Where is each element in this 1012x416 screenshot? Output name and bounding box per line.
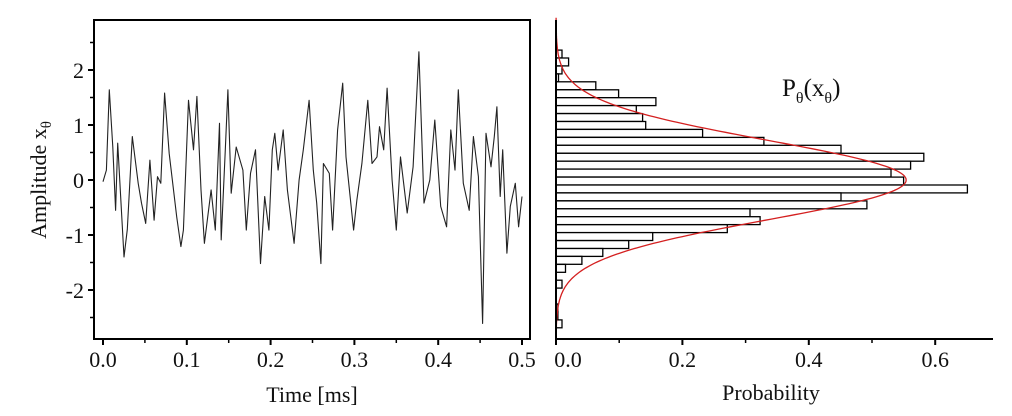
x-tick-label: 0.4	[424, 347, 452, 372]
x-tick-label: 0.1	[173, 347, 201, 372]
histogram-bar	[555, 112, 644, 123]
time-series-panel: 0.0 0.1 0.2 0.3 0.4 0.5 -2 -1 0 1 2	[66, 19, 536, 372]
x-tick-label: 0.5	[508, 347, 536, 372]
y-axis-label-subscript: θ	[39, 121, 55, 128]
histogram-bar	[555, 247, 604, 258]
x-tick-label: 0.0	[89, 347, 117, 372]
y-tick-label: 0	[73, 168, 84, 193]
y-tick-label: -1	[66, 223, 84, 248]
histogram-bar	[555, 152, 925, 162]
y-tick-label: -2	[66, 278, 84, 303]
histogram-bar	[555, 255, 583, 265]
histogram-bar	[555, 128, 704, 138]
histogram-bar	[555, 120, 647, 131]
distribution-annotation: Pθ(xθ)	[782, 75, 840, 107]
histogram-bar	[555, 263, 567, 273]
y-tick-label: 1	[73, 113, 84, 138]
x-axis-label-probability: Probability	[722, 380, 820, 405]
x-tick-label: 0.0	[554, 347, 582, 372]
histogram-bar	[555, 200, 868, 210]
histogram-bar	[555, 104, 637, 115]
x-axis-label-time: Time [ms]	[266, 382, 357, 407]
annotation-sub2: θ	[824, 90, 832, 107]
histogram-bar	[555, 239, 630, 250]
histogram-bar	[555, 192, 842, 202]
y-axis-label-text: Amplitude x	[26, 128, 51, 239]
histogram-bar	[555, 208, 751, 218]
x-tick-label: 0.6	[921, 347, 949, 372]
histogram-panel: 0.0 0.2 0.4 0.6	[554, 17, 993, 372]
gaussian-fit-curve	[555, 17, 907, 339]
amplitude-line	[102, 51, 523, 325]
annotation-paren-close: )	[832, 75, 840, 102]
annotation-sub1: θ	[796, 90, 804, 107]
histogram-bar	[555, 231, 654, 242]
svg-text:Amplitude xθ: Amplitude xθ	[26, 121, 55, 239]
histogram-bar	[555, 224, 728, 234]
histogram-bar	[555, 216, 761, 226]
annotation-p: P	[782, 75, 796, 102]
y-axis-label-amplitude: Amplitude xθ	[26, 121, 55, 239]
histogram-bar	[555, 57, 570, 67]
x-tick-label: 0.2	[669, 347, 697, 372]
histogram-bar	[555, 160, 912, 170]
x-tick-label: 0.3	[341, 347, 369, 372]
histogram-bar	[555, 184, 969, 194]
x-tick-label: 0.4	[795, 347, 823, 372]
y-tick-label: 2	[73, 58, 84, 83]
histogram-bar	[555, 168, 892, 178]
annotation-paren-open: (x	[804, 75, 825, 102]
histogram-bar	[555, 176, 905, 186]
histogram-bar	[555, 136, 765, 146]
x-tick-label: 0.2	[257, 347, 285, 372]
